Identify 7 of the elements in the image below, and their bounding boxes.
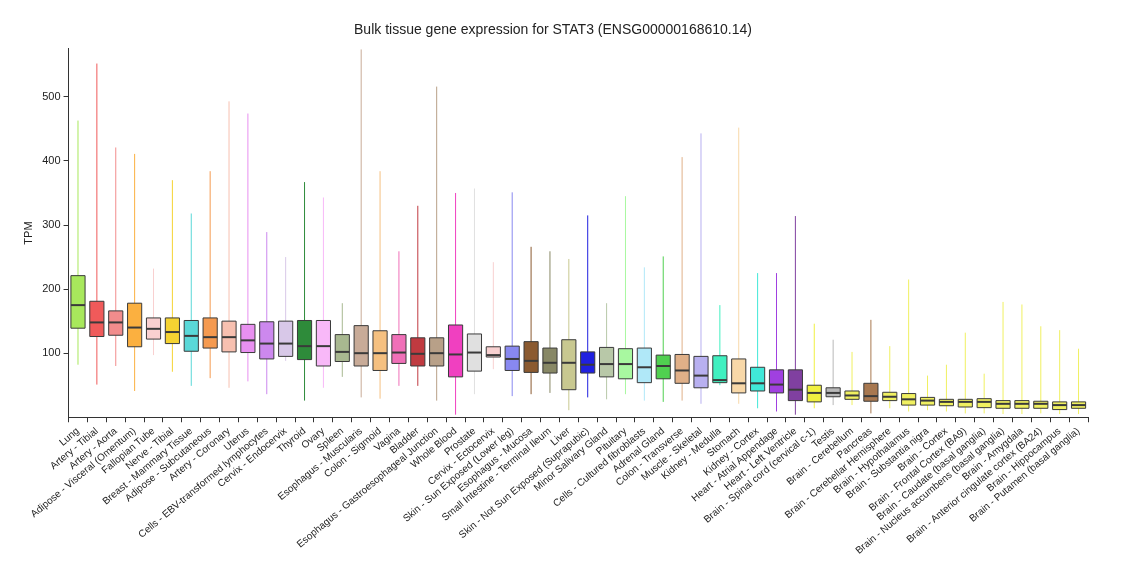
y-tick-label: 100 [42,346,61,359]
y-tick-label: 300 [42,218,61,231]
y-tick-label: 400 [42,153,61,166]
y-tick-label: 500 [42,89,61,102]
chart-title: Bulk tissue gene expression for STAT3 (ENSG00000168610.14) [354,21,752,38]
y-axis-title: TPM [21,221,34,245]
y-tick-label: 200 [42,282,61,295]
